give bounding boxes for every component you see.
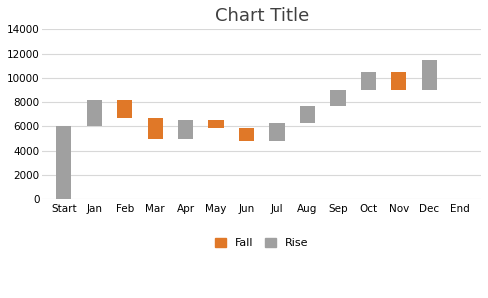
Title: Chart Title: Chart Title xyxy=(215,7,309,25)
Bar xyxy=(300,106,315,123)
Bar xyxy=(330,90,346,106)
Bar xyxy=(178,120,193,139)
Bar xyxy=(208,120,224,128)
Bar xyxy=(239,128,254,141)
Legend: Fall, Rise: Fall, Rise xyxy=(215,238,308,248)
Bar xyxy=(56,126,71,199)
Bar xyxy=(391,72,407,90)
Bar xyxy=(361,72,376,90)
Bar xyxy=(422,60,437,90)
Bar xyxy=(147,118,163,139)
Bar xyxy=(117,100,132,118)
Bar xyxy=(87,100,102,126)
Bar xyxy=(269,123,285,141)
